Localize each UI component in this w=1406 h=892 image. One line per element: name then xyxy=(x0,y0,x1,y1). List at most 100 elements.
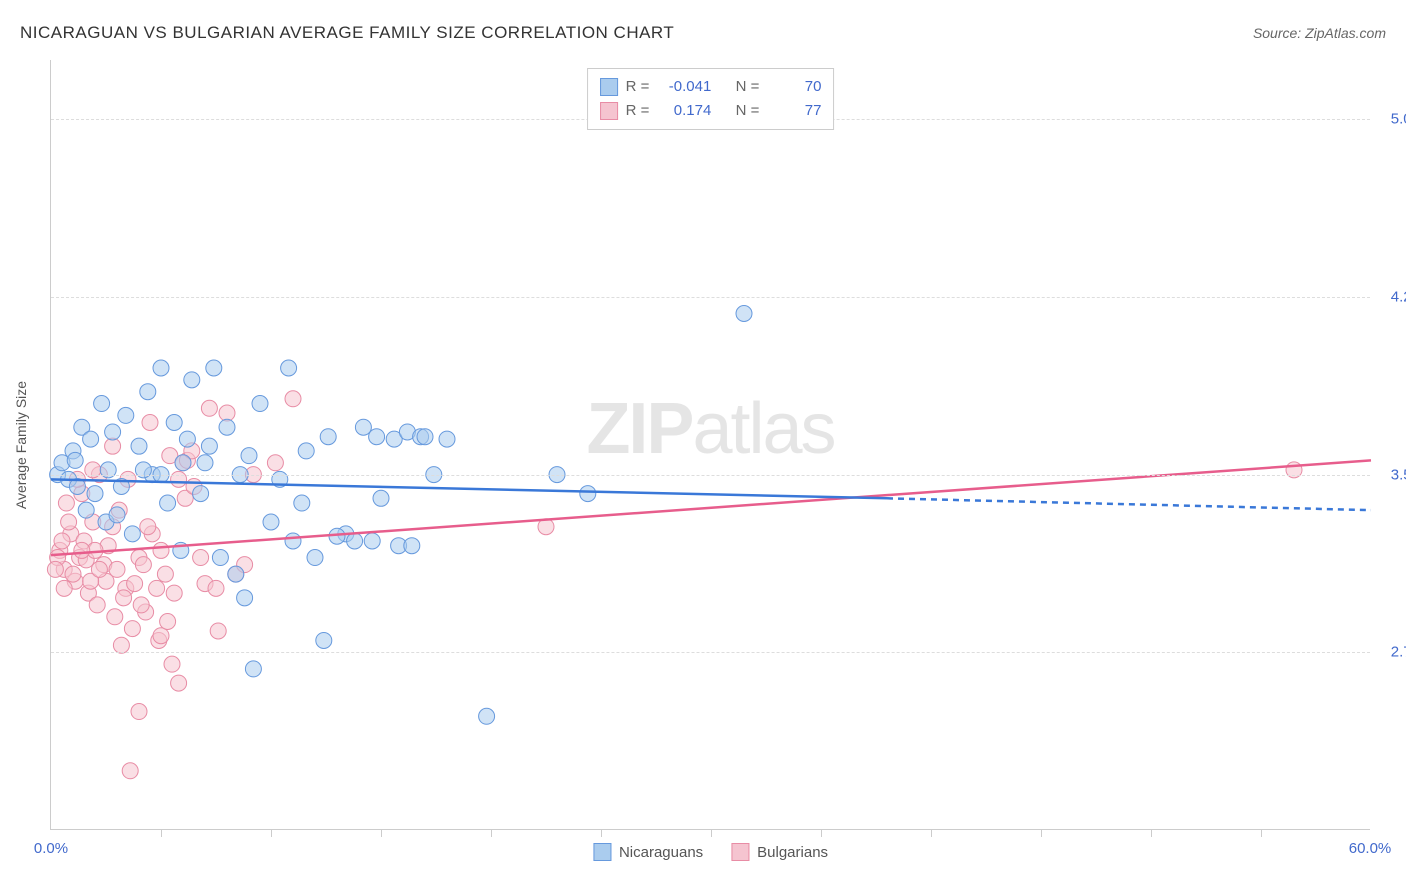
data-point xyxy=(201,400,217,416)
data-point xyxy=(149,580,165,596)
data-point xyxy=(210,623,226,639)
data-point xyxy=(89,597,105,613)
data-point xyxy=(105,438,121,454)
y-tick-label: 5.00 xyxy=(1375,111,1406,128)
data-point xyxy=(131,438,147,454)
data-point xyxy=(179,431,195,447)
data-point xyxy=(140,384,156,400)
data-point xyxy=(201,438,217,454)
chart-plot-area: Average Family Size ZIPatlas R = -0.041 … xyxy=(50,60,1370,830)
data-point xyxy=(78,502,94,518)
data-point xyxy=(135,557,151,573)
data-point xyxy=(237,590,253,606)
data-point xyxy=(580,486,596,502)
data-point xyxy=(127,576,143,592)
data-point xyxy=(122,763,138,779)
x-tick xyxy=(931,829,932,837)
data-point xyxy=(736,306,752,322)
chart-title: NICARAGUAN VS BULGARIAN AVERAGE FAMILY S… xyxy=(20,23,674,43)
data-point xyxy=(67,452,83,468)
data-point xyxy=(347,533,363,549)
data-point xyxy=(281,360,297,376)
data-point xyxy=(124,526,140,542)
data-point xyxy=(285,391,301,407)
data-point xyxy=(171,675,187,691)
data-point xyxy=(197,455,213,471)
y-axis-label: Average Family Size xyxy=(13,380,29,508)
x-tick xyxy=(161,829,162,837)
data-point xyxy=(109,561,125,577)
data-point xyxy=(116,590,132,606)
data-point xyxy=(228,566,244,582)
data-point xyxy=(298,443,314,459)
data-point xyxy=(307,550,323,566)
x-tick xyxy=(491,829,492,837)
data-point xyxy=(184,372,200,388)
legend-stats-row-b: R = 0.174 N = 77 xyxy=(600,99,822,123)
data-point xyxy=(87,486,103,502)
gridline xyxy=(51,297,1370,298)
data-point xyxy=(47,561,63,577)
x-tick xyxy=(711,829,712,837)
data-point xyxy=(245,661,261,677)
data-point xyxy=(417,429,433,445)
data-point xyxy=(369,429,385,445)
trend-line xyxy=(51,479,887,498)
x-tick xyxy=(381,829,382,837)
data-point xyxy=(285,533,301,549)
data-point xyxy=(404,538,420,554)
data-point xyxy=(166,585,182,601)
data-point xyxy=(166,414,182,430)
data-point xyxy=(164,656,180,672)
data-point xyxy=(219,419,235,435)
data-point xyxy=(74,542,90,558)
x-axis-min-label: 0.0% xyxy=(34,840,68,857)
data-point xyxy=(131,704,147,720)
x-tick xyxy=(601,829,602,837)
data-point xyxy=(133,597,149,613)
data-point xyxy=(140,519,156,535)
x-tick xyxy=(821,829,822,837)
data-point xyxy=(65,566,81,582)
y-tick-label: 2.75 xyxy=(1375,644,1406,661)
data-point xyxy=(241,448,257,464)
data-point xyxy=(208,580,224,596)
data-point xyxy=(364,533,380,549)
data-point xyxy=(267,455,283,471)
data-point xyxy=(160,495,176,511)
data-point xyxy=(252,396,268,412)
data-point xyxy=(175,455,191,471)
x-tick xyxy=(271,829,272,837)
data-point xyxy=(212,550,228,566)
swatch-icon xyxy=(600,78,618,96)
x-axis-max-label: 60.0% xyxy=(1349,840,1392,857)
data-point xyxy=(54,533,70,549)
x-tick xyxy=(1261,829,1262,837)
data-point xyxy=(316,632,332,648)
data-point xyxy=(109,507,125,523)
y-tick-label: 4.25 xyxy=(1375,288,1406,305)
data-point xyxy=(219,405,235,421)
data-point xyxy=(157,566,173,582)
data-point xyxy=(124,621,140,637)
data-point xyxy=(113,637,129,653)
data-point xyxy=(118,407,134,423)
data-point xyxy=(373,490,389,506)
y-tick-label: 3.50 xyxy=(1375,466,1406,483)
legend-series: Nicaraguans Bulgarians xyxy=(593,843,828,861)
data-point xyxy=(105,424,121,440)
data-point xyxy=(107,609,123,625)
data-point xyxy=(58,495,74,511)
x-tick xyxy=(1041,829,1042,837)
data-point xyxy=(153,542,169,558)
data-point xyxy=(294,495,310,511)
data-point xyxy=(206,360,222,376)
x-tick xyxy=(1151,829,1152,837)
data-point xyxy=(153,628,169,644)
data-point xyxy=(439,431,455,447)
data-point xyxy=(142,414,158,430)
legend-item-b: Bulgarians xyxy=(731,843,828,861)
swatch-icon xyxy=(593,843,611,861)
data-point xyxy=(160,614,176,630)
source-label: Source: ZipAtlas.com xyxy=(1253,25,1386,41)
